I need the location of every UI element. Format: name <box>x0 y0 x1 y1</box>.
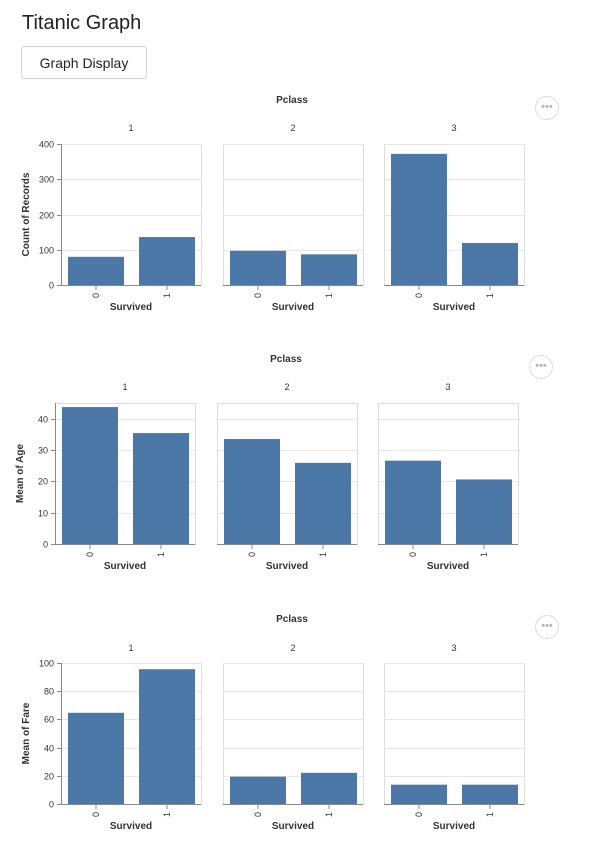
bar <box>385 460 441 544</box>
x-tick-label: 0 <box>414 293 424 298</box>
y-axis-label: Mean of Age <box>15 444 26 504</box>
x-axis-label: Survived <box>110 302 152 313</box>
x-tick-label: 1 <box>324 812 334 817</box>
y-tick-label: 20 <box>38 477 48 487</box>
x-tick-label: 0 <box>414 812 424 817</box>
graph-display-button[interactable]: Graph Display <box>21 46 147 79</box>
x-tick-label: 0 <box>91 812 101 817</box>
chart-title: Pclass <box>276 614 308 625</box>
x-tick-label: 1 <box>318 552 328 557</box>
y-tick-label: 300 <box>39 175 54 185</box>
y-tick-label: 200 <box>39 211 54 221</box>
y-tick-label: 40 <box>44 744 54 754</box>
chart-actions-button[interactable]: ••• <box>529 355 553 379</box>
x-tick-label: 0 <box>253 293 263 298</box>
y-tick-label: 100 <box>39 659 54 669</box>
more-horizontal-icon: ••• <box>535 359 547 372</box>
y-tick-label: 400 <box>39 140 54 150</box>
bar <box>68 712 124 804</box>
x-tick-label: 1 <box>156 552 166 557</box>
chart-title: Pclass <box>276 95 308 106</box>
x-axis-label: Survived <box>110 821 152 832</box>
bar <box>295 462 351 544</box>
y-tick-label: 0 <box>43 540 48 550</box>
facet-label: 2 <box>284 382 289 392</box>
bar <box>391 153 447 285</box>
bar <box>139 669 195 804</box>
x-axis-label: Survived <box>272 302 314 313</box>
x-tick-label: 0 <box>247 552 257 557</box>
x-tick-label: 1 <box>485 812 495 817</box>
y-tick-label: 30 <box>38 446 48 456</box>
facet-label: 1 <box>128 643 133 653</box>
bar <box>62 407 118 544</box>
x-axis-label: Survived <box>272 821 314 832</box>
bar <box>224 439 280 544</box>
x-axis-label: Survived <box>433 821 475 832</box>
x-tick-label: 0 <box>253 812 263 817</box>
y-tick-label: 100 <box>39 246 54 256</box>
bar <box>139 237 195 285</box>
bar <box>391 784 447 804</box>
bar <box>456 479 512 544</box>
chart-actions-button[interactable]: ••• <box>535 96 559 120</box>
bar <box>230 776 286 804</box>
y-tick-label: 0 <box>49 800 54 810</box>
x-tick-label: 1 <box>162 293 172 298</box>
y-tick-label: 60 <box>44 715 54 725</box>
bar <box>68 256 124 285</box>
bar <box>462 243 518 285</box>
x-tick-label: 1 <box>485 293 495 298</box>
chart-actions-button[interactable]: ••• <box>535 615 559 639</box>
bar <box>301 254 357 285</box>
x-tick-label: 0 <box>85 552 95 557</box>
y-axis-label: Mean of Fare <box>21 702 32 764</box>
facet-label: 2 <box>290 643 295 653</box>
x-axis-label: Survived <box>427 561 469 572</box>
facet-panel <box>384 663 525 805</box>
facet-label: 1 <box>122 382 127 392</box>
bar <box>133 433 189 544</box>
bar <box>301 772 357 804</box>
x-axis-label: Survived <box>266 561 308 572</box>
x-tick-label: 0 <box>408 552 418 557</box>
facet-label: 1 <box>128 123 133 133</box>
chart-title: Pclass <box>270 354 302 365</box>
facet-label: 3 <box>445 382 450 392</box>
bar <box>462 784 518 804</box>
more-horizontal-icon: ••• <box>541 100 553 113</box>
x-tick-label: 1 <box>479 552 489 557</box>
facet-label: 3 <box>451 643 456 653</box>
x-tick-label: 1 <box>324 293 334 298</box>
page-title: Titanic Graph <box>22 12 142 34</box>
y-tick-label: 0 <box>49 281 54 291</box>
more-horizontal-icon: ••• <box>541 619 553 632</box>
x-axis-label: Survived <box>433 302 475 313</box>
y-tick-label: 40 <box>38 415 48 425</box>
x-tick-label: 0 <box>91 293 101 298</box>
x-tick-label: 1 <box>162 812 172 817</box>
facet-label: 2 <box>290 123 295 133</box>
y-axis-label: Count of Records <box>21 172 32 256</box>
x-axis-label: Survived <box>104 561 146 572</box>
bar <box>230 250 286 285</box>
y-tick-label: 20 <box>44 772 54 782</box>
y-tick-label: 80 <box>44 687 54 697</box>
facet-label: 3 <box>451 123 456 133</box>
y-tick-label: 10 <box>38 509 48 519</box>
